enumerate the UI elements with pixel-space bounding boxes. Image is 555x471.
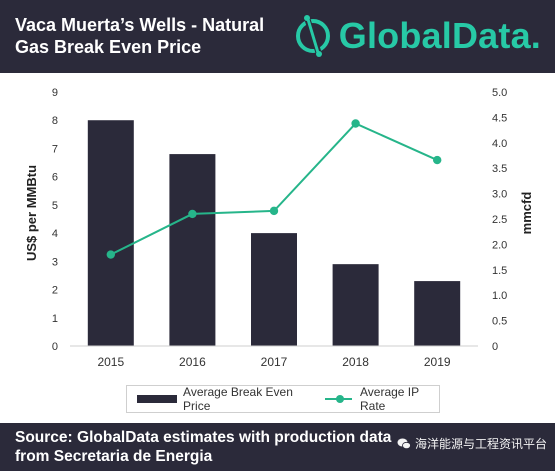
globaldata-logo-icon — [295, 15, 330, 57]
x-axis-ticks: 2015 2016 2017 2018 2019 — [97, 355, 450, 369]
watermark: 海洋能源与工程资讯平台 — [397, 435, 547, 452]
y2-axis-label: mmcfd — [519, 192, 534, 235]
globaldata-logo: GlobalData. — [293, 10, 541, 62]
x-tick-label: 2019 — [424, 355, 451, 369]
y2-tick-label: 4.0 — [492, 138, 507, 150]
y-tick-label: 0 — [52, 341, 58, 353]
ip-rate-point-2018 — [351, 119, 360, 128]
y-axis-label: US$ per MMBtu — [24, 165, 39, 261]
y2-tick-label: 3.5 — [492, 163, 507, 175]
y2-tick-label: 5.0 — [492, 87, 507, 99]
chart-title-line1: Vaca Muerta’s Wells - Natural — [15, 15, 265, 35]
globaldata-logo-text: GlobalData. — [338, 15, 541, 56]
bar-2018 — [332, 264, 379, 346]
footer-bar: Source: GlobalData estimates with produc… — [0, 423, 555, 471]
bars-layer — [87, 120, 461, 346]
bar-2019 — [414, 281, 461, 346]
y2-tick-label: 2.0 — [492, 239, 507, 251]
y-tick-label: 5 — [52, 200, 58, 212]
bar-2017 — [251, 233, 297, 346]
x-tick-label: 2015 — [97, 355, 124, 369]
y2-tick-label: 3.0 — [492, 189, 507, 201]
x-tick-label: 2018 — [342, 355, 369, 369]
y2-tick-label: 1.5 — [492, 265, 507, 277]
bar-2016 — [169, 154, 216, 346]
y-tick-label: 4 — [52, 228, 58, 240]
chart-legend: Average Break Even Price Average IP Rate — [126, 385, 440, 413]
y-tick-label: 7 — [52, 143, 58, 155]
chart-title-line2: Gas Break Even Price — [15, 37, 202, 57]
y-tick-label: 1 — [52, 313, 58, 325]
legend-bar-swatch — [137, 395, 178, 403]
legend-bar-label: Average Break Even Price — [183, 385, 293, 413]
right-axis-ticks: 0 0.5 1.0 1.5 2.0 2.5 3.0 3.5 4.0 4.5 5.0 — [492, 87, 507, 353]
watermark-text: 海洋能源与工程资讯平台 — [414, 437, 547, 451]
source-line1: Source: GlobalData estimates with produc… — [15, 429, 392, 446]
y-tick-label: 2 — [52, 285, 58, 297]
y-tick-label: 9 — [52, 87, 58, 99]
y-tick-label: 6 — [52, 172, 58, 184]
y2-tick-label: 4.5 — [492, 112, 507, 124]
y-tick-label: 3 — [52, 256, 58, 268]
bar-2015 — [87, 120, 134, 346]
ip-rate-point-2019 — [433, 155, 442, 165]
source-note: Source: GlobalData estimates with produc… — [15, 428, 391, 466]
chart: 0 1 2 3 4 5 6 7 8 9 0 0.5 1.0 1.5 2.0 2.5 3.0 3.5 4.0 4.5 5… — [24, 87, 534, 369]
y2-tick-label: 0.5 — [492, 316, 507, 328]
header-bar: Vaca Muerta’s Wells - Natural Gas Break … — [0, 0, 555, 73]
x-tick-label: 2017 — [261, 355, 288, 369]
chart-title: Vaca Muerta’s Wells - Natural Gas Break … — [15, 14, 305, 58]
y2-tick-label: 2.5 — [492, 214, 507, 226]
legend-item-line: Average IP Rate — [311, 385, 439, 413]
source-line2: from Secretaria de Energia — [15, 448, 213, 465]
y2-tick-label: 0 — [492, 341, 498, 353]
ip-rate-point-2017 — [269, 206, 279, 216]
ip-rate-point-2016 — [188, 209, 197, 219]
x-tick-label: 2016 — [179, 355, 206, 369]
ip-rate-point-2015 — [106, 250, 116, 259]
line-layer — [106, 119, 442, 259]
wechat-icon — [397, 438, 411, 449]
legend-line-swatch — [324, 394, 353, 404]
left-axis-ticks: 0 1 2 3 4 5 6 7 8 9 — [52, 87, 58, 353]
legend-line-label: Average IP Rate — [359, 385, 419, 413]
legend-item-bar: Average Break Even Price — [127, 385, 311, 413]
y-tick-label: 8 — [52, 115, 58, 127]
y2-tick-label: 1.0 — [492, 290, 507, 302]
